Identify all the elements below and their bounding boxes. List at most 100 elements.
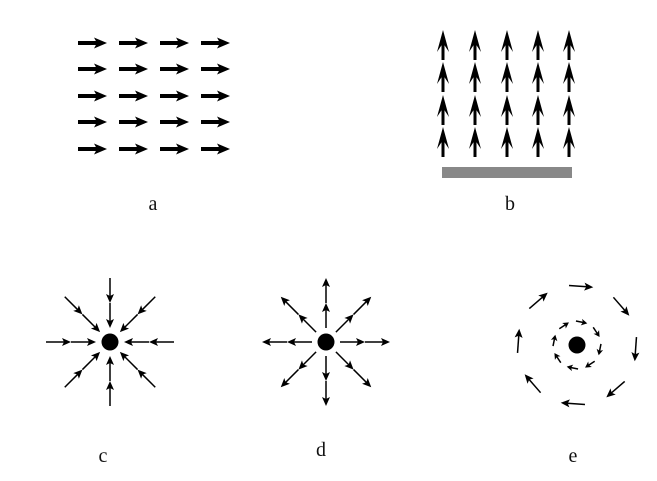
- uniform-arrow: [119, 37, 148, 49]
- inward-arrow: [137, 296, 156, 315]
- outer-circulation-arrow: [560, 399, 586, 408]
- inward-arrow: [106, 356, 114, 381]
- inward-arrow: [106, 303, 114, 328]
- inward-arrow: [64, 296, 83, 315]
- upward-arrow: [563, 30, 575, 60]
- upward-arrow: [501, 127, 513, 157]
- upward-arrow: [563, 62, 575, 92]
- upward-arrow: [469, 127, 481, 157]
- panel-d-label: d: [316, 439, 326, 461]
- outward-arrow: [280, 369, 299, 388]
- uniform-arrow: [160, 116, 189, 128]
- uniform-arrow: [119, 90, 148, 102]
- panel-e-circulating-field: [514, 282, 640, 408]
- panel-a-label: a: [148, 193, 158, 215]
- uniform-arrow: [119, 116, 148, 128]
- inner-circulation-arrow: [566, 364, 579, 372]
- outer-circulation-arrow: [524, 374, 542, 394]
- outer-circulation-arrow: [606, 380, 626, 398]
- uniform-arrow: [201, 90, 230, 102]
- inner-circulation-arrow: [558, 322, 569, 330]
- upward-arrow: [437, 62, 449, 92]
- upward-arrow: [437, 127, 449, 157]
- panel-b-plate-field: [437, 30, 575, 178]
- panel-c-label: c: [98, 445, 108, 467]
- inner-circulation-arrow: [550, 334, 558, 347]
- central-charge: [317, 333, 335, 351]
- inward-arrow: [119, 313, 139, 333]
- panel-c-converging-field: [46, 278, 174, 406]
- outward-arrow: [335, 351, 354, 370]
- central-current: [568, 336, 586, 354]
- upward-arrow: [501, 95, 513, 125]
- outward-arrow: [322, 356, 330, 381]
- outward-arrow: [322, 381, 330, 406]
- uniform-arrow: [201, 143, 230, 155]
- inward-arrow: [137, 369, 156, 388]
- outward-arrow: [280, 296, 299, 315]
- uniform-arrow: [201, 63, 230, 75]
- inward-arrow: [106, 278, 114, 303]
- outward-arrow: [335, 314, 354, 333]
- inward-arrow: [71, 338, 96, 346]
- panel-e-label: e: [568, 445, 578, 467]
- inner-circulation-arrow: [585, 360, 596, 368]
- outward-arrow: [287, 338, 312, 346]
- uniform-arrow: [78, 90, 107, 102]
- uniform-arrow: [160, 143, 189, 155]
- inward-arrow: [106, 381, 114, 406]
- inward-arrow: [64, 369, 83, 388]
- panel-b-label: b: [505, 193, 515, 215]
- inward-arrow: [81, 351, 101, 371]
- upward-arrow: [437, 95, 449, 125]
- outward-arrow: [365, 338, 390, 346]
- uniform-arrow: [78, 37, 107, 49]
- uniform-arrow: [160, 63, 189, 75]
- central-charge: [101, 333, 119, 351]
- uniform-arrow: [119, 143, 148, 155]
- upward-arrow: [563, 95, 575, 125]
- upward-arrow: [437, 30, 449, 60]
- inward-arrow: [124, 338, 149, 346]
- upward-arrow: [469, 30, 481, 60]
- outer-circulation-arrow: [514, 328, 523, 354]
- uniform-arrow: [78, 143, 107, 155]
- uniform-arrow: [78, 116, 107, 128]
- inward-arrow: [119, 351, 139, 371]
- outer-circulation-arrow: [568, 282, 594, 291]
- inner-circulation-arrow: [575, 318, 588, 326]
- uniform-arrow: [201, 37, 230, 49]
- inner-circulation-arrow: [596, 343, 604, 356]
- outer-circulation-arrow: [612, 296, 630, 316]
- uniform-arrow: [160, 37, 189, 49]
- outer-circulation-arrow: [631, 336, 640, 362]
- upward-arrow: [501, 30, 513, 60]
- outward-arrow: [322, 303, 330, 328]
- inward-arrow: [46, 338, 71, 346]
- upward-arrow: [532, 62, 544, 92]
- inner-circulation-arrow: [592, 326, 600, 337]
- upward-arrow: [563, 127, 575, 157]
- upward-arrow: [532, 127, 544, 157]
- panel-a-uniform-field: [78, 37, 230, 155]
- upward-arrow: [532, 95, 544, 125]
- upward-arrow: [532, 30, 544, 60]
- uniform-arrow: [201, 116, 230, 128]
- panel-d-diverging-field: [262, 278, 390, 406]
- outward-arrow: [353, 369, 372, 388]
- outward-arrow: [298, 314, 317, 333]
- upward-arrow: [469, 95, 481, 125]
- charged-plate: [442, 167, 572, 178]
- inward-arrow: [81, 313, 101, 333]
- outward-arrow: [298, 351, 317, 370]
- uniform-arrow: [119, 63, 148, 75]
- outward-arrow: [322, 278, 330, 303]
- outward-arrow: [353, 296, 372, 315]
- outer-circulation-arrow: [528, 292, 548, 310]
- uniform-arrow: [78, 63, 107, 75]
- upward-arrow: [501, 62, 513, 92]
- inward-arrow: [149, 338, 174, 346]
- inner-circulation-arrow: [554, 353, 562, 364]
- outward-arrow: [262, 338, 287, 346]
